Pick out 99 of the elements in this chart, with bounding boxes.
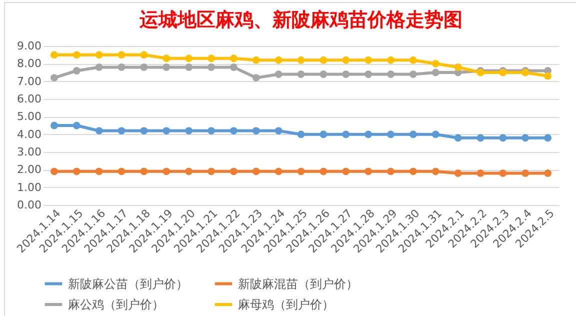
point <box>364 56 372 64</box>
point <box>230 54 238 62</box>
point <box>140 127 148 134</box>
point <box>50 122 58 130</box>
point <box>387 56 394 64</box>
y-tick-label: 2.00 <box>17 163 42 176</box>
point <box>208 54 215 62</box>
y-tick-label: 3.00 <box>17 146 42 158</box>
point <box>208 127 215 134</box>
point <box>274 56 282 64</box>
point <box>185 64 193 71</box>
point <box>252 74 260 82</box>
point <box>50 51 58 59</box>
y-tick-label: 4.00 <box>17 128 42 141</box>
point <box>185 168 193 176</box>
point <box>230 168 238 176</box>
point <box>95 51 103 59</box>
y-tick-label: 7.00 <box>17 74 42 88</box>
point <box>72 168 80 176</box>
point <box>409 168 417 176</box>
point <box>140 64 148 71</box>
point <box>432 60 440 68</box>
point <box>544 134 552 142</box>
point <box>162 54 170 62</box>
point <box>230 127 238 134</box>
point <box>274 70 282 78</box>
point <box>140 51 148 59</box>
point <box>454 170 462 177</box>
point <box>252 168 260 176</box>
point <box>454 134 462 142</box>
point <box>364 130 372 138</box>
point <box>72 122 80 130</box>
point <box>118 168 126 176</box>
point <box>342 56 350 64</box>
point <box>297 168 305 176</box>
y-tick-label: 9.00 <box>17 40 42 52</box>
point <box>140 168 148 176</box>
point <box>118 51 126 59</box>
point <box>387 168 394 176</box>
point <box>409 70 417 78</box>
point <box>297 56 305 64</box>
point <box>118 127 126 134</box>
point <box>72 67 80 74</box>
point <box>95 127 103 134</box>
point <box>162 64 170 71</box>
point <box>364 70 372 78</box>
point <box>185 127 193 134</box>
point <box>230 64 238 71</box>
point <box>544 72 552 80</box>
point <box>342 70 350 78</box>
point <box>499 170 507 177</box>
point <box>320 56 328 64</box>
y-tick-label: 8.00 <box>17 57 42 70</box>
point <box>208 168 215 176</box>
point <box>297 130 305 138</box>
y-tick-label: 5.00 <box>17 110 42 124</box>
point <box>72 51 80 59</box>
point <box>364 168 372 176</box>
point <box>274 168 282 176</box>
point <box>499 134 507 142</box>
point <box>320 168 328 176</box>
point <box>432 68 440 76</box>
legend-label: 新陂麻混苗（到户价） <box>238 276 358 291</box>
point <box>185 54 193 62</box>
point <box>252 56 260 64</box>
point <box>522 170 530 177</box>
point <box>95 168 103 176</box>
point <box>162 168 170 176</box>
point <box>432 130 440 138</box>
point <box>320 70 328 78</box>
point <box>50 168 58 176</box>
point <box>297 70 305 78</box>
point <box>342 130 350 138</box>
point <box>476 170 484 177</box>
legend-label: 新陂麻公苗（到户价） <box>68 276 188 291</box>
point <box>409 56 417 64</box>
point <box>387 130 394 138</box>
point <box>50 74 58 82</box>
chart-title: 运城地区麻鸡、新陂麻鸡苗价格走势图 <box>138 9 462 31</box>
point <box>342 168 350 176</box>
y-tick-label: 1.00 <box>17 180 42 194</box>
point <box>432 168 440 176</box>
point <box>544 170 552 177</box>
y-tick-label: 6.00 <box>17 92 42 106</box>
point <box>274 127 282 134</box>
point <box>118 64 126 71</box>
point <box>454 64 462 71</box>
point <box>95 64 103 71</box>
point <box>208 64 215 71</box>
point <box>409 130 417 138</box>
point <box>320 130 328 138</box>
point <box>162 127 170 134</box>
point <box>387 70 394 78</box>
point <box>522 134 530 142</box>
legend-label: 麻母鸡（到户价） <box>238 298 334 312</box>
point <box>476 134 484 142</box>
legend-label: 麻公鸡（到户价） <box>68 298 164 312</box>
point <box>252 127 260 134</box>
y-tick-label: 0.00 <box>17 198 42 212</box>
